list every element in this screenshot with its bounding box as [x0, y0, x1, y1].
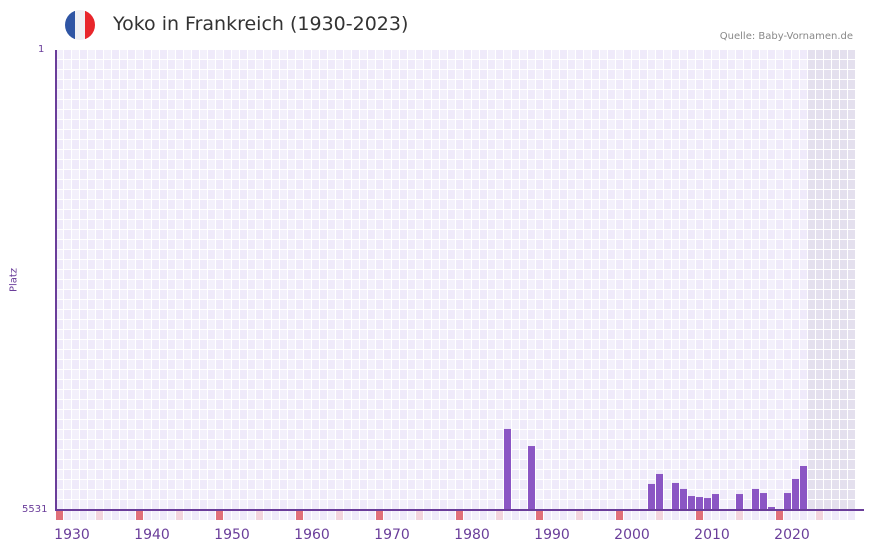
source-link[interactable]: Quelle: Baby-Vornamen.de [719, 31, 853, 42]
x-tick-2010: 2010 [694, 527, 730, 543]
x-tick-1960: 1960 [294, 527, 330, 543]
y-tick-top: 1 [38, 44, 45, 55]
bar-2011[interactable] [704, 498, 711, 510]
x-tick-2020: 2020 [774, 527, 810, 543]
bar-2017[interactable] [752, 488, 759, 510]
flag-white [75, 10, 85, 40]
chart-title: Yoko in Frankreich (1930-2023) [113, 13, 409, 35]
bar-2021[interactable] [784, 493, 791, 510]
x-tick-1980: 1980 [454, 527, 490, 543]
flag-red [85, 10, 95, 40]
x-tick-1990: 1990 [534, 527, 570, 543]
bar-1986[interactable] [504, 428, 511, 510]
x-axis-line [56, 509, 864, 511]
y-tick-bottom: 5531 [22, 504, 48, 515]
x-tick-2000: 2000 [614, 527, 650, 543]
x-tick-1940: 1940 [134, 527, 170, 543]
bar-2023[interactable] [800, 465, 807, 510]
y-axis-line [55, 50, 57, 511]
bar-2004[interactable] [648, 483, 655, 510]
bar-2012[interactable] [712, 494, 719, 510]
bar-2009[interactable] [688, 496, 695, 510]
bar-2010[interactable] [696, 497, 703, 510]
bar-1989[interactable] [528, 446, 535, 510]
france-flag-icon [65, 10, 95, 40]
x-tick-1930: 1930 [54, 527, 90, 543]
x-tick-1950: 1950 [214, 527, 250, 543]
bar-2018[interactable] [760, 493, 767, 510]
flag-blue [65, 10, 75, 40]
bar-2019[interactable] [768, 507, 775, 510]
bar-2007[interactable] [672, 482, 679, 510]
bar-2008[interactable] [680, 488, 687, 510]
x-tick-1970: 1970 [374, 527, 410, 543]
bar-2022[interactable] [792, 478, 799, 510]
bar-2015[interactable] [736, 494, 743, 510]
bar-2005[interactable] [656, 473, 663, 510]
